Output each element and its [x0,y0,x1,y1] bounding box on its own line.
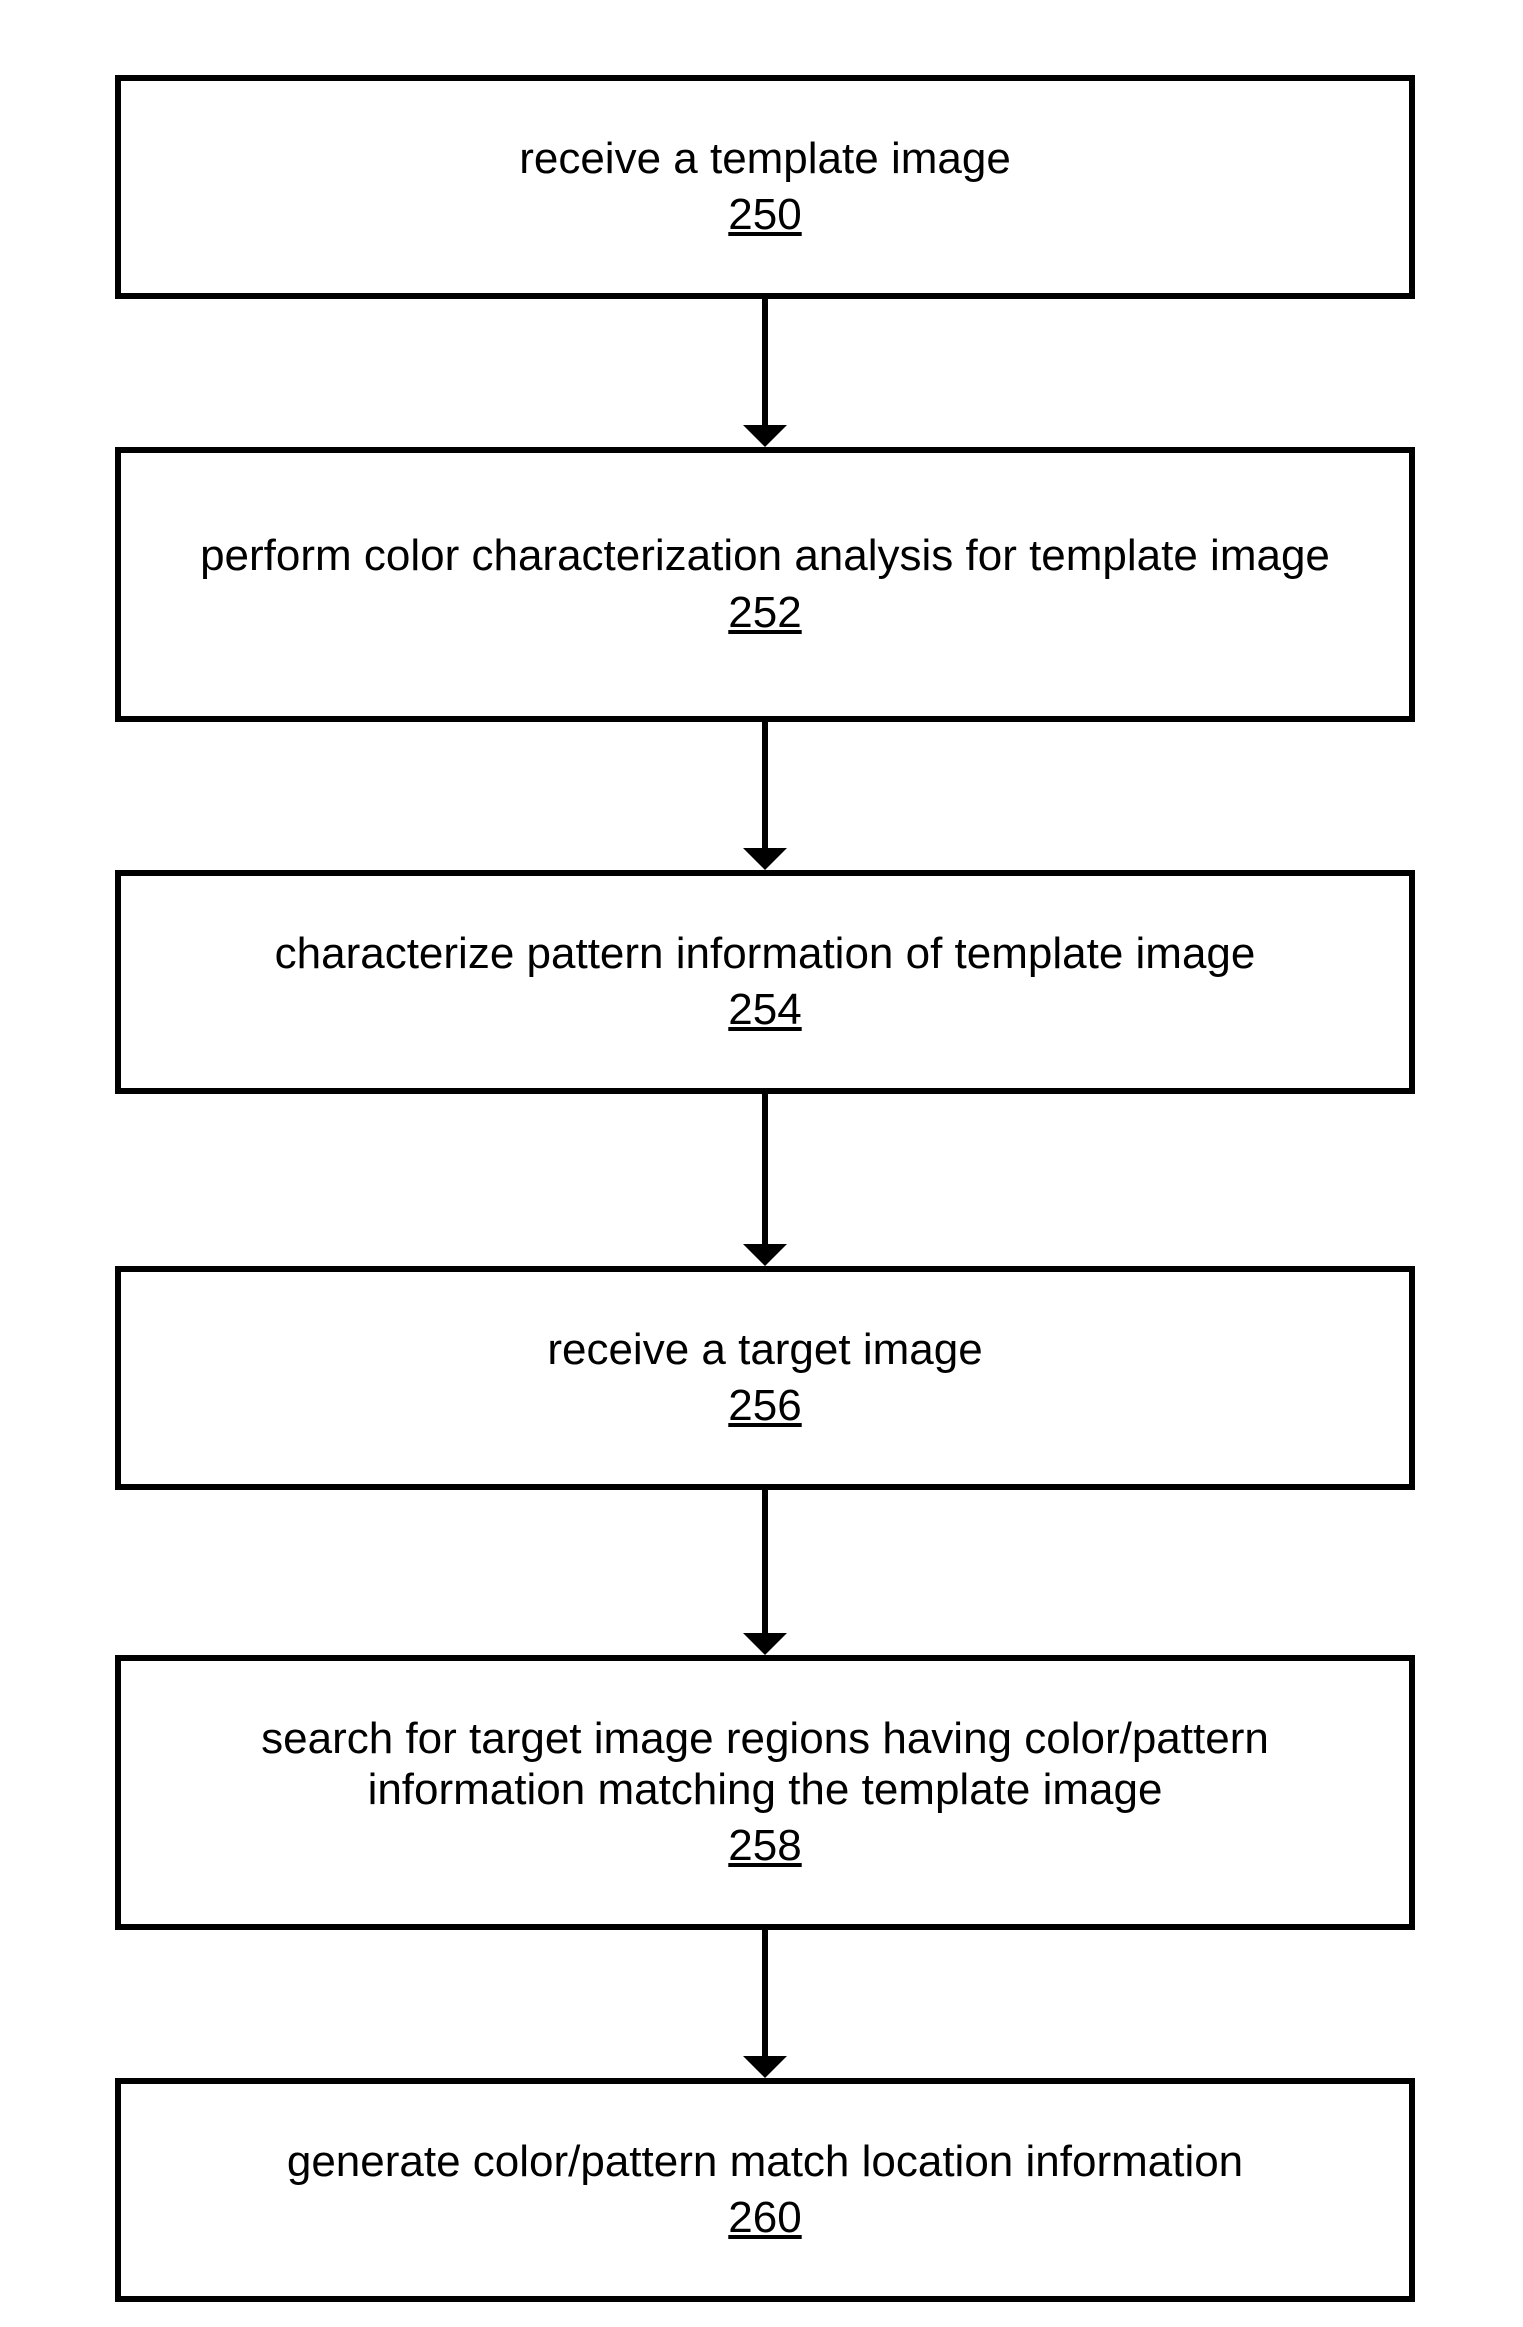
node-number: 254 [728,985,801,1035]
node-label: search for target image regions having c… [161,1714,1369,1815]
arrowhead-icon [743,848,787,870]
arrowhead-icon [743,425,787,447]
node-label: characterize pattern information of temp… [275,929,1256,980]
node-number: 250 [728,190,801,240]
node-number: 252 [728,588,801,638]
node-label: receive a template image [519,134,1011,185]
flowchart-node: search for target image regions having c… [115,1655,1415,1930]
flowchart-edge [762,1094,768,1244]
flowchart-edge [762,1490,768,1633]
node-number: 256 [728,1381,801,1431]
flowchart-node: perform color characterization analysis … [115,447,1415,722]
node-label: perform color characterization analysis … [200,531,1330,582]
arrowhead-icon [743,2056,787,2078]
flowchart-node: generate color/pattern match location in… [115,2078,1415,2302]
flowchart-node: receive a target image256 [115,1266,1415,1490]
flowchart-canvas: receive a template image250 perform color… [0,0,1523,2327]
node-label: receive a target image [547,1325,982,1376]
arrowhead-icon [743,1633,787,1655]
flowchart-edge [762,722,768,848]
node-number: 258 [728,1821,801,1871]
flowchart-node: receive a template image250 [115,75,1415,299]
arrowhead-icon [743,1244,787,1266]
flowchart-node: characterize pattern information of temp… [115,870,1415,1094]
node-label: generate color/pattern match location in… [287,2137,1243,2188]
node-number: 260 [728,2193,801,2243]
flowchart-edge [762,299,768,425]
flowchart-edge [762,1930,768,2056]
